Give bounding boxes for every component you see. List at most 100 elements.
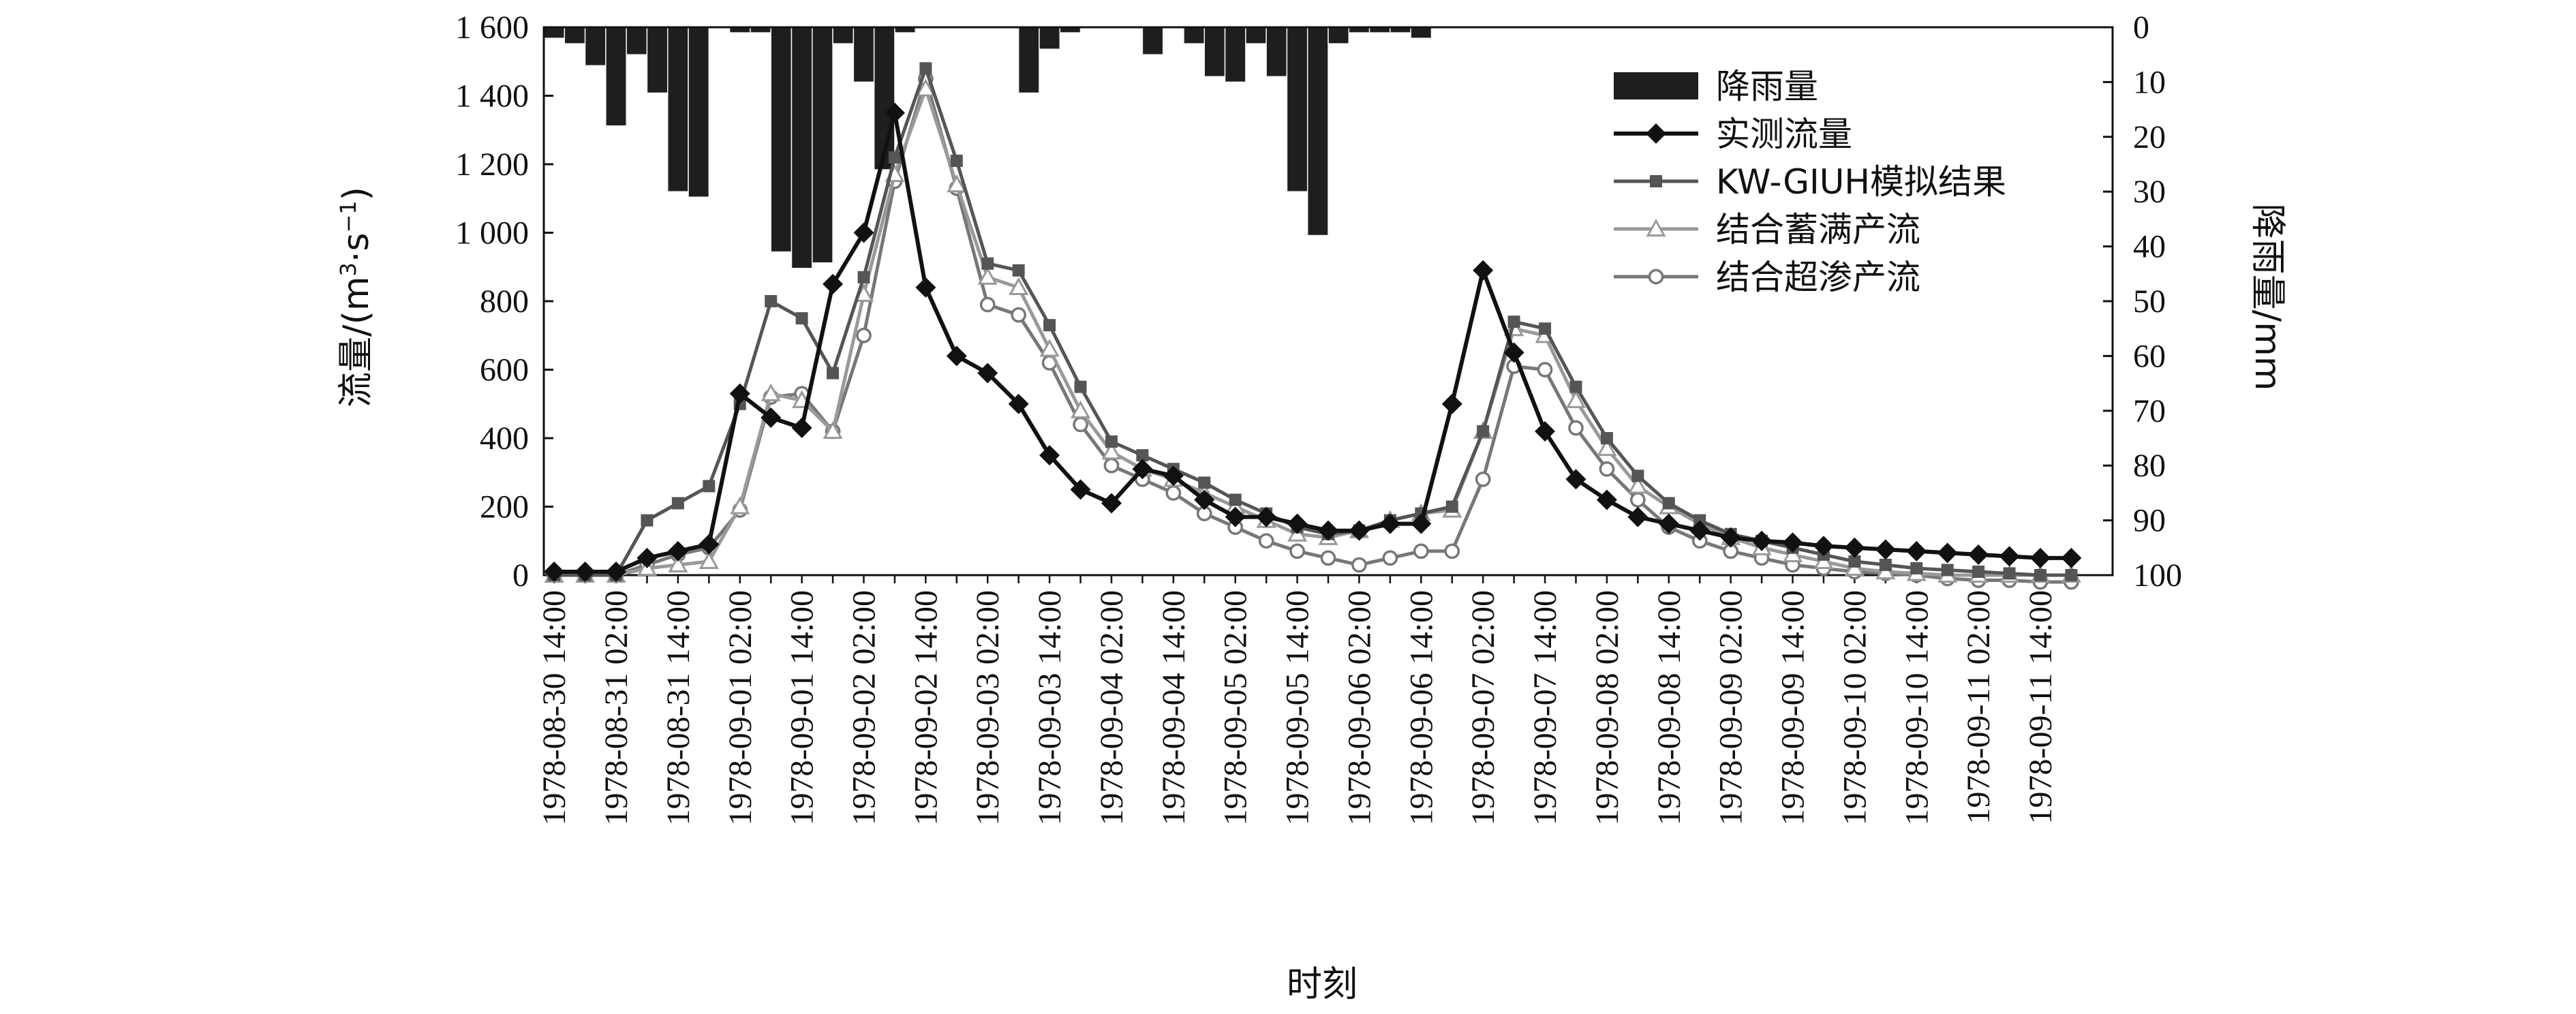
x-axis-title: 时刻 <box>1287 964 1358 1005</box>
point-marker <box>1503 342 1524 363</box>
point-marker <box>1507 316 1520 328</box>
rainfall-bar <box>584 27 607 67</box>
point-marker <box>729 383 750 404</box>
point-marker <box>1600 432 1613 444</box>
x-tick-label: 1978-09-05 02:00 <box>1218 590 1254 825</box>
point-marker <box>2003 567 2016 580</box>
x-tick-label: 1978-08-31 14:00 <box>660 590 696 825</box>
point-marker <box>915 78 936 97</box>
point-marker <box>1444 543 1460 559</box>
y2-tick-label: 30 <box>2133 174 2166 210</box>
y-tick-label: 1 600 <box>455 10 529 46</box>
point-marker <box>1650 175 1662 187</box>
point-marker <box>856 327 872 343</box>
point-marker <box>1039 339 1060 357</box>
point-marker <box>668 554 688 573</box>
rainfall-bar <box>605 27 627 127</box>
rainfall-bar <box>770 27 793 253</box>
x-tick-label: 1978-09-01 14:00 <box>784 590 821 825</box>
point-marker <box>1537 362 1553 378</box>
y2-tick-label: 60 <box>2133 338 2166 374</box>
point-marker <box>574 561 596 582</box>
legend-label: 结合超渗产流 <box>1716 258 1920 297</box>
point-marker <box>827 367 840 380</box>
point-marker <box>1648 268 1664 285</box>
rainfall-bar <box>543 27 566 39</box>
point-marker <box>1693 514 1706 527</box>
point-marker <box>1568 420 1584 436</box>
point-marker <box>1413 543 1429 559</box>
point-marker <box>761 407 782 428</box>
point-marker <box>699 534 720 555</box>
point-marker <box>977 266 998 285</box>
rainfall-bar <box>1266 27 1288 78</box>
point-marker <box>730 496 750 514</box>
point-marker <box>1039 445 1060 466</box>
y-axis-title: 流量/(m3·s−1) <box>335 187 377 408</box>
rainfall-bar <box>564 27 586 44</box>
point-marker <box>1411 513 1432 534</box>
x-tick-label: 1978-09-03 02:00 <box>970 590 1006 825</box>
x-tick-label: 1978-09-11 02:00 <box>1961 590 1997 825</box>
legend-label: 结合蓄满产流 <box>1716 210 1920 249</box>
point-marker <box>1320 550 1336 566</box>
x-tick-label: 1978-08-31 02:00 <box>598 590 634 825</box>
y2-tick-label: 20 <box>2133 119 2166 155</box>
point-marker <box>1906 540 1927 562</box>
point-marker <box>1646 218 1666 237</box>
tick-labels: 0 200 400 600 800 1 000 1 200 1 400 1 600 0 10 20 30… <box>455 10 2182 825</box>
rainfall-bar <box>1203 27 1226 78</box>
point-marker <box>981 257 994 270</box>
y2-tick-label: 0 <box>2133 10 2149 46</box>
point-marker <box>1751 530 1773 551</box>
point-marker <box>703 480 716 493</box>
point-marker <box>1103 457 1120 474</box>
x-tick-label: 1978-09-07 02:00 <box>1465 590 1501 825</box>
point-marker <box>1782 532 1803 553</box>
point-marker <box>1535 420 1556 442</box>
rainfall-bar <box>1039 27 1060 50</box>
point-marker <box>1070 479 1091 500</box>
point-marker <box>1074 380 1087 393</box>
point-marker <box>2065 569 2078 581</box>
rainfall-bar <box>1183 27 1206 44</box>
rainfall-bar <box>666 27 689 192</box>
point-marker <box>946 345 967 367</box>
point-marker <box>1599 461 1615 477</box>
point-marker <box>1101 493 1122 514</box>
point-marker <box>1258 533 1274 549</box>
point-marker <box>699 551 719 569</box>
point-marker <box>1627 506 1649 527</box>
point-marker <box>1844 537 1865 558</box>
point-marker <box>977 363 998 384</box>
x-tick-label: 1978-09-09 02:00 <box>1713 590 1749 825</box>
rainfall-bars <box>543 27 1432 269</box>
y-tick-label: 600 <box>480 352 529 388</box>
point-marker <box>919 62 932 75</box>
point-marker <box>2061 547 2082 568</box>
x-tick-label: 1978-09-02 14:00 <box>908 590 944 825</box>
point-marker <box>2034 569 2046 581</box>
x-tick-label: 1978-09-09 14:00 <box>1775 590 1811 825</box>
point-marker <box>823 273 844 294</box>
y-tick-label: 200 <box>480 489 529 525</box>
point-marker <box>1720 527 1741 548</box>
point-marker <box>1289 543 1305 559</box>
x-tick-label: 1978-09-07 14:00 <box>1527 590 1563 825</box>
point-marker <box>1043 319 1056 332</box>
point-marker <box>1163 465 1184 487</box>
x-tick-label: 1978-09-04 02:00 <box>1094 590 1130 825</box>
point-marker <box>1646 123 1666 144</box>
point-marker <box>888 151 901 164</box>
point-marker <box>1658 513 1679 534</box>
rainfall-bar <box>1410 27 1432 39</box>
point-marker <box>1999 546 2020 567</box>
point-marker <box>1229 493 1242 506</box>
point-marker <box>1477 425 1490 437</box>
point-marker <box>1813 536 1834 557</box>
x-tick-label: 1978-09-04 14:00 <box>1156 590 1192 825</box>
point-marker <box>1597 437 1617 457</box>
point-marker <box>1445 500 1458 513</box>
y2-tick-label: 70 <box>2133 393 2166 429</box>
